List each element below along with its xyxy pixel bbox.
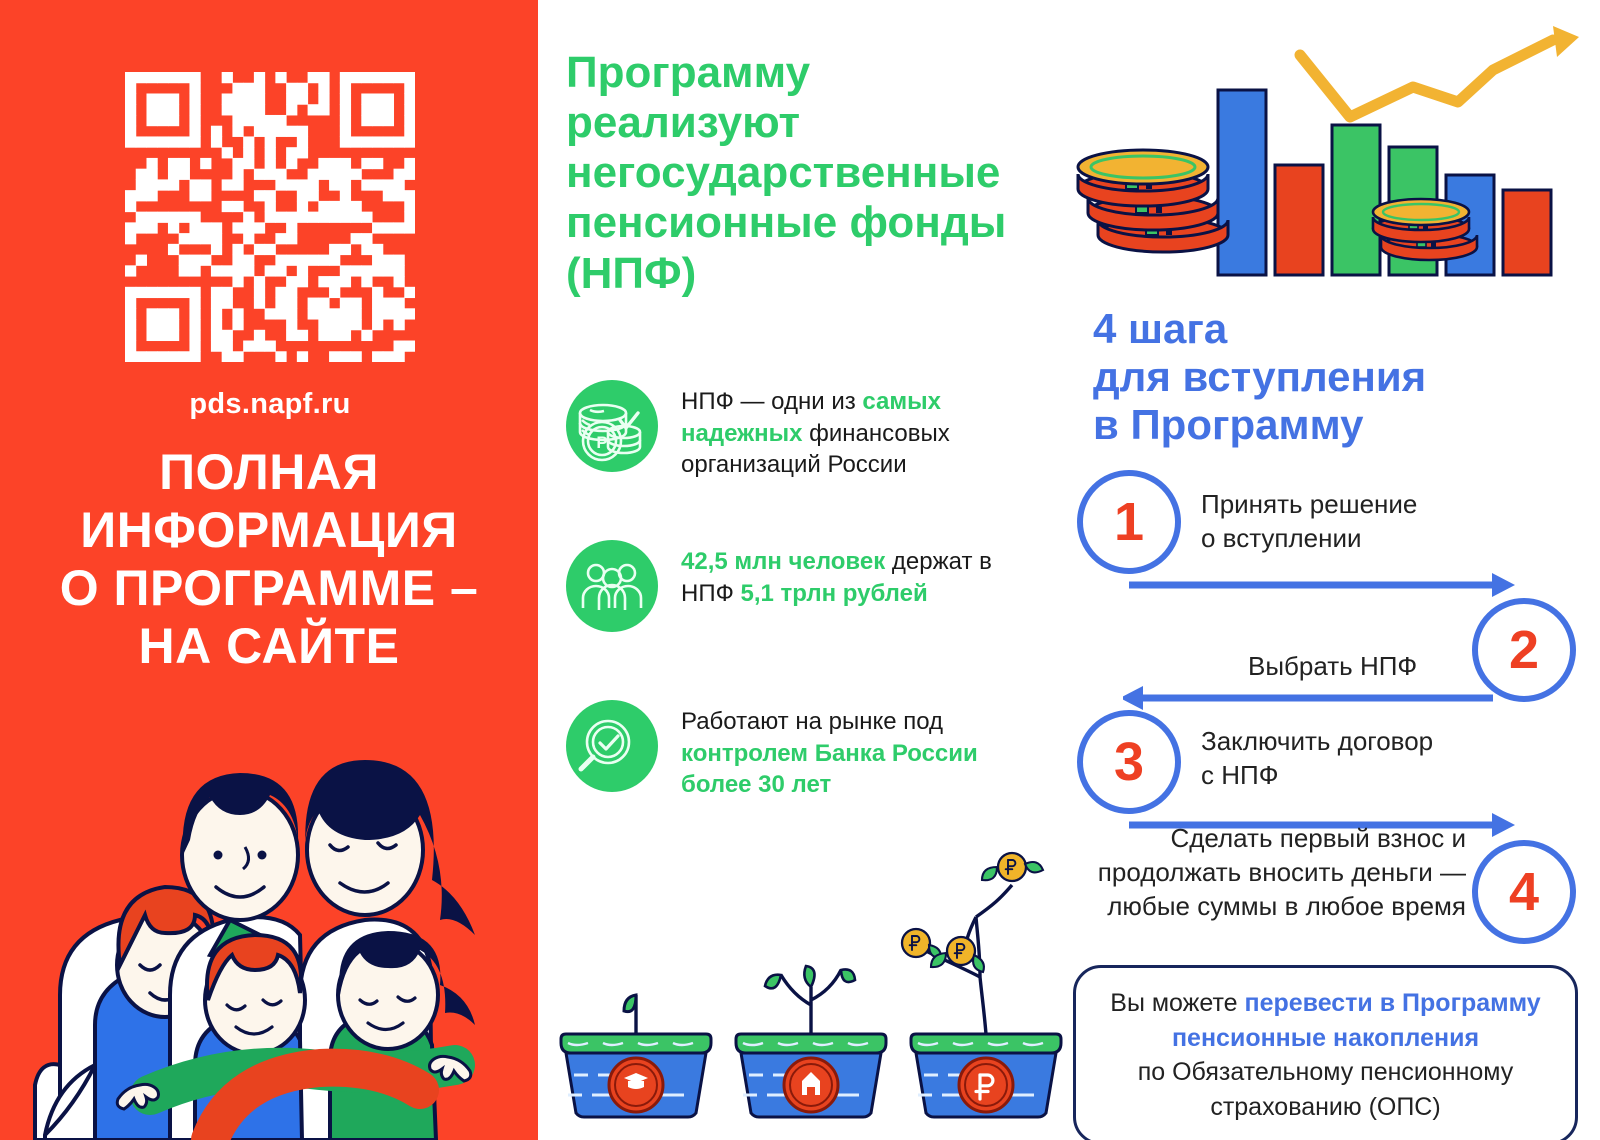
svg-text:Р: Р <box>596 433 607 452</box>
